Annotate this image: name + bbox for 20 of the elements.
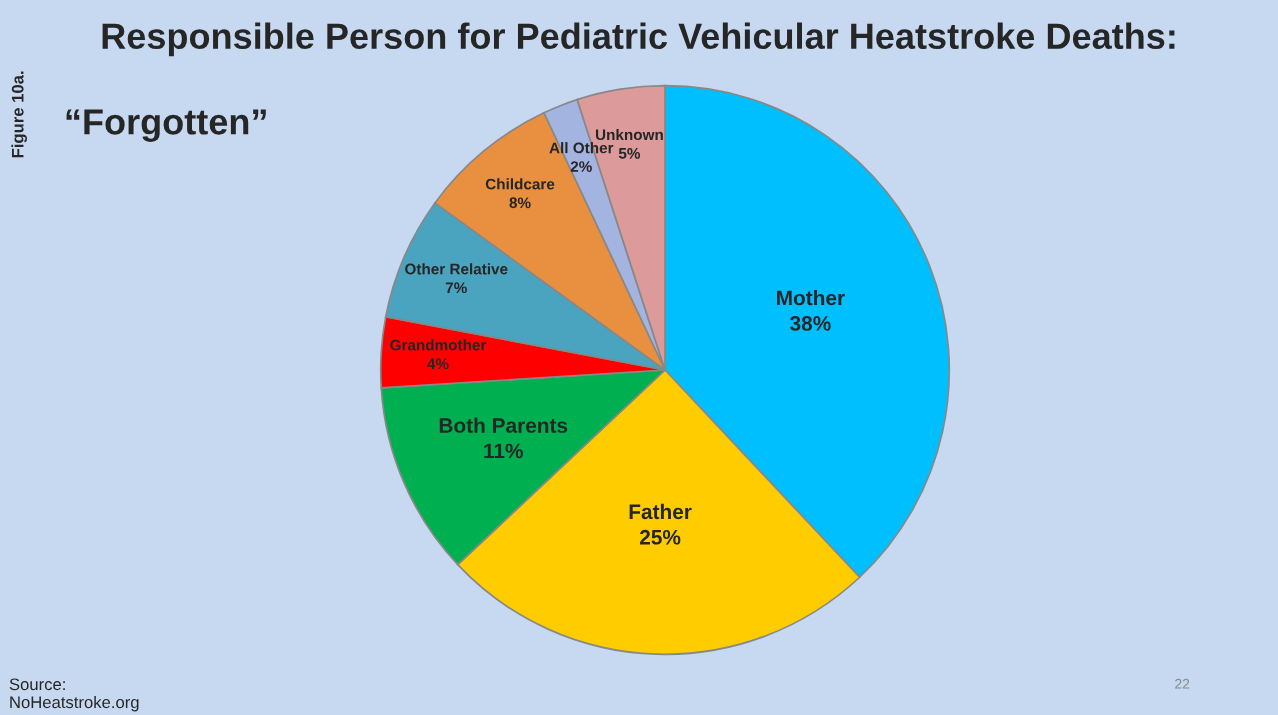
text: “Forgotten” xyxy=(66,109,266,142)
data-label: 5% xyxy=(618,148,641,159)
slice-label: Unknown xyxy=(595,128,663,141)
chart-title: Responsible Person for Pediatric Vehicular Heatstroke Deaths: xyxy=(102,22,1175,57)
source-note: Source: NoHeatstroke.org xyxy=(9,678,139,712)
text: 22 xyxy=(1175,678,1190,689)
slice-label: Grandmother xyxy=(390,339,487,351)
data-label: 4% xyxy=(427,358,449,370)
data-label: 2% xyxy=(570,161,592,172)
data-label: 38% xyxy=(790,316,831,331)
slice-label: Both Parents xyxy=(439,417,568,433)
slice-label: Mother xyxy=(777,290,845,306)
data-label: 25% xyxy=(639,529,681,545)
data-label: 11% xyxy=(484,443,523,459)
slice-label: Childcare xyxy=(485,178,555,190)
slice-label: Other Relative xyxy=(405,263,508,275)
caption: Figure 10a. xyxy=(11,71,27,158)
slice-label: Father xyxy=(629,503,692,520)
data-label: 7% xyxy=(445,282,467,294)
data-label: 8% xyxy=(509,197,531,209)
